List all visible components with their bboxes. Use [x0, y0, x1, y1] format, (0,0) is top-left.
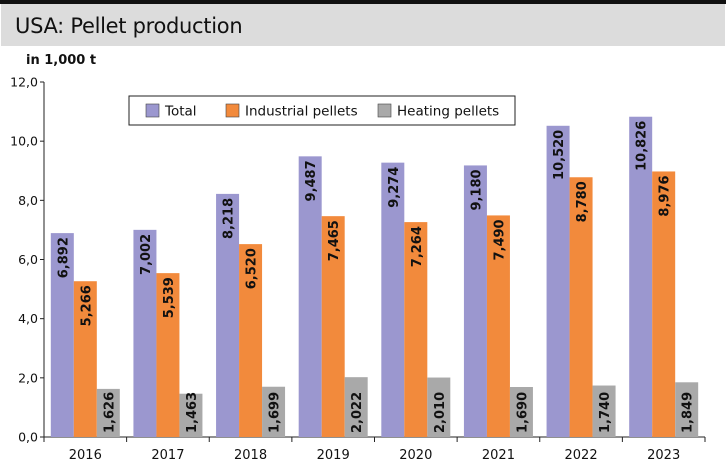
legend-swatch: [225, 103, 240, 118]
y-tick-label: 6,0: [18, 252, 38, 267]
bar-industrial-pellets: [569, 177, 593, 437]
x-tick-label: 2023: [647, 448, 680, 463]
top-rule: [0, 0, 726, 4]
data-label: 6,520: [245, 248, 260, 289]
data-label: 2,022: [350, 392, 365, 433]
data-label: 5,539: [162, 277, 177, 318]
bar-heating-pellets: [675, 382, 699, 437]
bar-total: [216, 193, 240, 437]
y-tick-label: 10,0: [10, 134, 38, 149]
data-label: 10,520: [552, 130, 567, 180]
legend-label: Total: [164, 104, 197, 120]
y-tick-label: 0,0: [18, 430, 38, 445]
bar-industrial-pellets: [73, 281, 97, 437]
x-tick-label: 2017: [151, 448, 184, 463]
bar-total: [381, 162, 405, 437]
chart-title: USA: Pellet production: [15, 14, 243, 38]
data-label: 1,626: [102, 392, 117, 433]
legend-label: Industrial pellets: [245, 104, 358, 120]
bar-total: [463, 165, 487, 438]
data-label: 8,976: [658, 175, 673, 216]
data-label: 7,002: [139, 234, 154, 275]
bar-total: [298, 156, 322, 438]
bar-heating-pellets: [509, 387, 533, 437]
data-label: 7,264: [410, 226, 425, 267]
data-label: 7,490: [492, 219, 507, 260]
x-tick-label: 2022: [565, 448, 598, 463]
data-label: 9,487: [304, 160, 319, 201]
y-tick-label: 8,0: [18, 193, 38, 208]
legend-swatch: [377, 103, 392, 118]
bar-total: [133, 229, 157, 437]
legend-label: Heating pellets: [397, 104, 499, 120]
data-label: 1,740: [598, 392, 613, 433]
bar-heating-pellets: [427, 377, 451, 437]
unit-label: in 1,000 t: [26, 53, 97, 68]
bar-heating-pellets: [179, 393, 203, 437]
bar-industrial-pellets: [321, 216, 345, 437]
chart-header: USA: Pellet production: [1, 4, 725, 46]
data-label: 1,849: [681, 392, 696, 433]
data-label: 8,218: [222, 198, 237, 239]
x-tick-label: 2019: [317, 448, 350, 463]
data-label: 1,699: [268, 392, 283, 433]
bar-industrial-pellets: [404, 222, 428, 437]
data-label: 9,274: [387, 167, 402, 208]
bar-heating-pellets: [344, 377, 368, 437]
bar-industrial-pellets: [239, 244, 263, 437]
legend-swatch: [145, 103, 160, 118]
data-label: 1,463: [185, 392, 200, 433]
bar-heating-pellets: [96, 388, 120, 437]
bar-total: [629, 116, 653, 437]
y-tick-label: 2,0: [18, 370, 38, 385]
bar-total: [546, 125, 570, 438]
x-tick-label: 2018: [234, 448, 267, 463]
x-tick-label: 2021: [482, 448, 515, 463]
data-label: 1,690: [515, 392, 530, 433]
bar-heating-pellets: [592, 385, 616, 437]
x-tick-label: 2020: [399, 448, 432, 463]
data-label: 7,465: [327, 220, 342, 261]
bar-industrial-pellets: [156, 273, 180, 437]
legend-box: [128, 95, 516, 126]
data-label: 2,010: [433, 392, 448, 433]
data-label: 10,826: [635, 121, 650, 171]
data-label: 9,180: [469, 169, 484, 210]
x-tick-label: 2016: [69, 448, 102, 463]
y-tick-label: 4,0: [18, 311, 38, 326]
bar-industrial-pellets: [486, 215, 510, 437]
data-label: 8,780: [575, 181, 590, 222]
data-label: 5,266: [79, 285, 94, 326]
y-tick-label: 12,0: [10, 75, 38, 90]
data-label: 6,892: [56, 237, 71, 278]
bar-industrial-pellets: [652, 171, 676, 437]
bar-heating-pellets: [262, 386, 286, 437]
bar-total: [50, 233, 74, 437]
